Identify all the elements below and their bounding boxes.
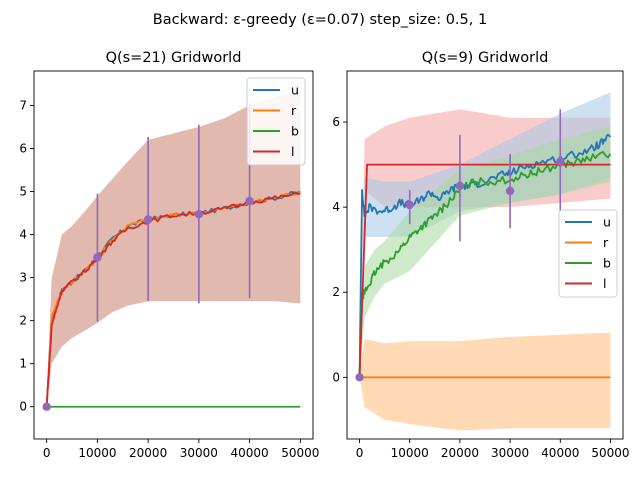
plot-area xyxy=(355,92,612,431)
plot-area xyxy=(42,92,301,411)
error-marker-3 xyxy=(505,186,515,196)
x-tick-label-5: 50000 xyxy=(281,446,319,460)
error-marker-3 xyxy=(194,210,204,219)
legend-label-l: l xyxy=(603,276,606,291)
axes-frame xyxy=(346,70,624,440)
confidence-band-0 xyxy=(359,332,611,431)
x-tick-label-2: 20000 xyxy=(129,446,167,460)
legend-label-u: u xyxy=(291,83,299,98)
legend-label-b: b xyxy=(603,256,611,271)
error-marker-1 xyxy=(93,253,102,262)
error-marker-2 xyxy=(455,181,465,191)
x-tick-label-3: 30000 xyxy=(491,446,529,460)
x-tick-label-4: 40000 xyxy=(230,446,268,460)
x-tick-label-0: 0 xyxy=(356,446,364,460)
y-tick-label-1: 1 xyxy=(19,357,27,371)
confidence-band-3 xyxy=(359,126,611,378)
error-marker-4 xyxy=(245,196,254,206)
error-marker-1 xyxy=(405,200,414,210)
error-marker-2 xyxy=(143,215,153,224)
figure-title: Backward: ε-greedy (ε=0.07) step_size: 0… xyxy=(153,12,487,28)
series-line-l xyxy=(358,163,611,378)
axes-frame xyxy=(33,70,314,440)
x-tick-label-1: 10000 xyxy=(78,446,116,460)
legend-box xyxy=(558,209,618,298)
chart-right-title: Q(s=9) Gridworld xyxy=(422,50,549,66)
legend-label-u: u xyxy=(603,215,611,230)
legend-label-r: r xyxy=(603,235,609,250)
y-tick-label-6: 6 xyxy=(19,141,27,155)
y-tick-label-4: 4 xyxy=(19,228,27,242)
confidence-band-0 xyxy=(46,92,301,407)
x-tick-label-1: 10000 xyxy=(391,446,429,460)
series-line-b xyxy=(358,151,612,378)
error-marker-0 xyxy=(355,373,364,382)
y-tick-label-7: 7 xyxy=(19,98,27,112)
series-line-l xyxy=(45,191,301,407)
x-tick-label-0: 0 xyxy=(43,446,51,460)
legend-label-b: b xyxy=(291,124,299,139)
x-tick-label-4: 40000 xyxy=(541,446,579,460)
legend-label-l: l xyxy=(291,144,294,159)
x-tick-label-2: 20000 xyxy=(441,446,479,460)
y-tick-label-3: 6 xyxy=(332,115,340,129)
error-marker-0 xyxy=(42,402,51,411)
chart-left-title: Q(s=21) Gridworld xyxy=(106,50,242,66)
legend-label-r: r xyxy=(291,103,297,118)
y-tick-label-3: 3 xyxy=(19,271,27,285)
y-tick-label-5: 5 xyxy=(19,185,27,199)
y-tick-label-2: 2 xyxy=(19,314,27,328)
x-tick-label-5: 50000 xyxy=(591,446,629,460)
y-tick-label-0: 0 xyxy=(332,370,340,384)
error-marker-4 xyxy=(556,157,565,166)
x-tick-label-3: 30000 xyxy=(180,446,218,460)
y-tick-label-0: 0 xyxy=(19,400,27,414)
y-tick-label-1: 2 xyxy=(332,285,340,299)
chart-left-q21: 0 10000 20000 30000 40000 5000001234567urblQ(… xyxy=(19,50,319,460)
legend-box xyxy=(246,77,306,166)
y-tick-label-2: 4 xyxy=(332,200,340,214)
